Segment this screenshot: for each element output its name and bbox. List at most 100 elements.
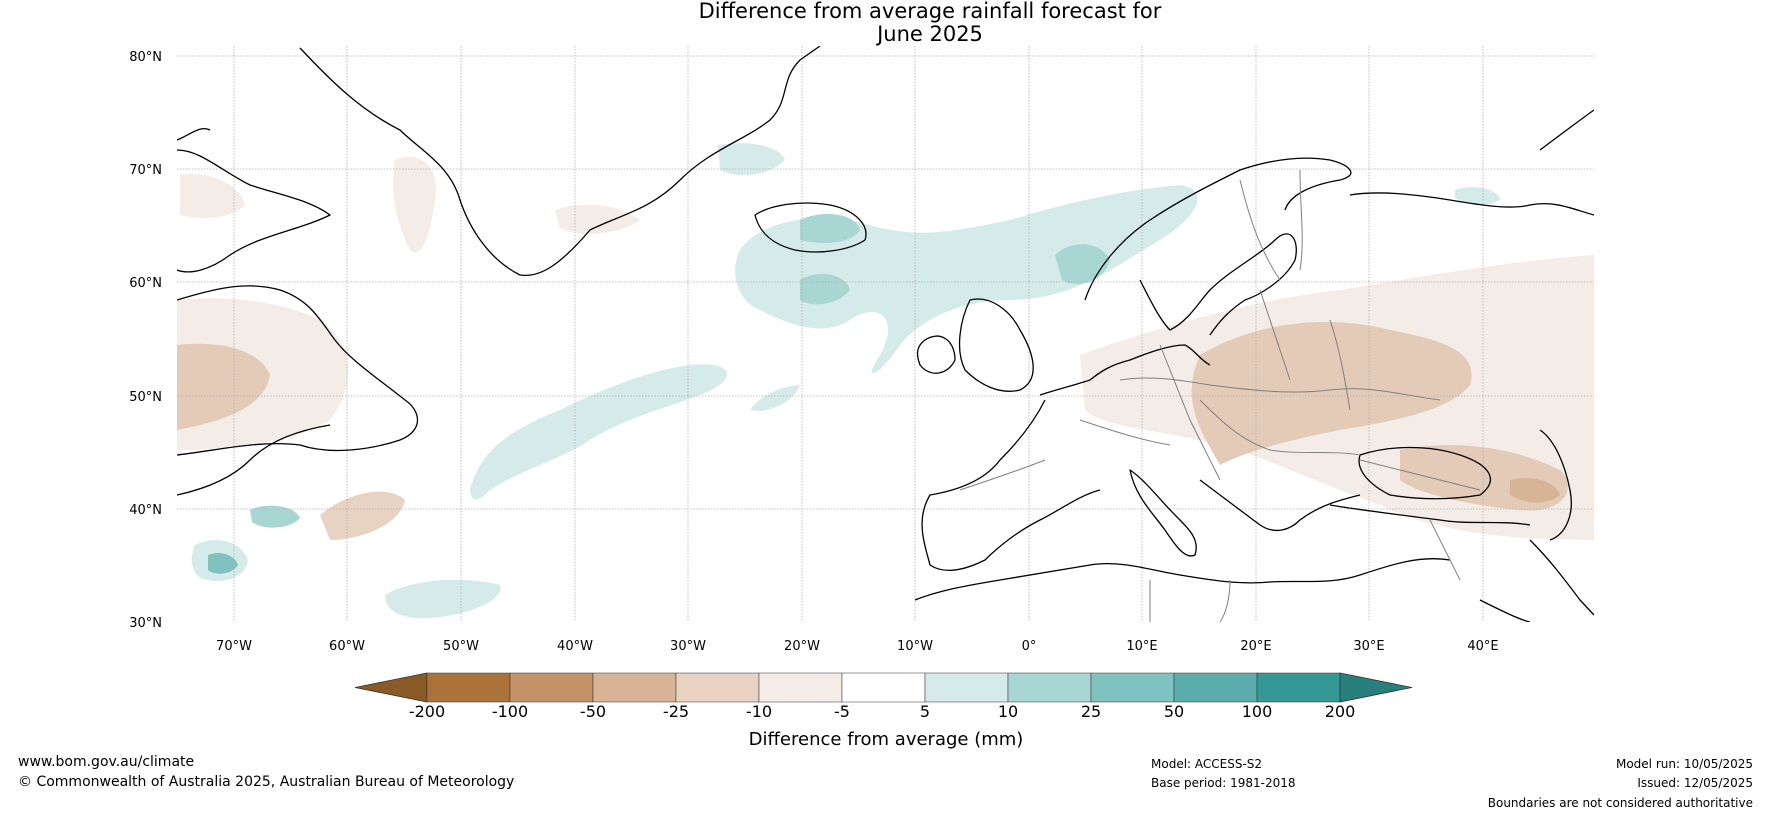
- colorbar-tick-label: 25: [1081, 702, 1101, 721]
- base-period-text: Base period: 1981-2018: [1151, 776, 1296, 790]
- balkans-coast: [1199, 479, 1361, 532]
- hudson-coast: [177, 128, 211, 141]
- lon-label: 0°: [1022, 639, 1037, 654]
- british-isles: [958, 298, 1034, 392]
- wet-area-svalbard-sea: [718, 143, 785, 176]
- greenland-coast: [299, 46, 821, 277]
- wet-area-subtropics-core: [208, 553, 238, 574]
- longitude-labels: 70°W 60°W 50°W 40°W 30°W 20°W 10°W 0° 10…: [216, 639, 1499, 654]
- colorbar-segment: [924, 672, 1009, 703]
- website-link[interactable]: www.bom.gov.au/climate: [18, 754, 195, 770]
- lon-label: 40°W: [557, 639, 593, 654]
- graticule: [177, 46, 1594, 622]
- colorbar-tick-label: -5: [834, 702, 850, 721]
- country-borders: [959, 169, 1481, 622]
- issued-text: Issued: 12/05/2025: [1637, 776, 1753, 790]
- lat-label: 30°N: [129, 616, 162, 631]
- dry-area-greenland: [555, 204, 640, 234]
- colorbar-tick-label: -100: [492, 702, 528, 721]
- dry-area-central-europe: [1191, 322, 1472, 465]
- dry-area-canada-core: [177, 343, 270, 430]
- novaya-zemlya: [1539, 109, 1594, 151]
- colorbar-tick-label: 100: [1242, 702, 1273, 721]
- lon-label: 10°W: [897, 639, 933, 654]
- red-sea: [1479, 599, 1531, 622]
- colorbar-segment: [758, 672, 843, 703]
- colorbar-tick-label: 10: [998, 702, 1018, 721]
- us-coast: [177, 424, 331, 496]
- italy-coast: [1129, 469, 1197, 557]
- wet-area-subtropics-2: [250, 505, 300, 528]
- western-europe-coast: [921, 344, 1211, 572]
- norway-coast: [1084, 157, 1352, 301]
- lat-label: 60°N: [129, 276, 162, 291]
- colorbar-segment: [1007, 672, 1092, 703]
- colorbar-tick-label: -10: [746, 702, 772, 721]
- dry-area-labrador-sea: [180, 174, 245, 218]
- turkey-coast: [1329, 504, 1531, 526]
- ireland: [916, 335, 956, 374]
- colorbar-tick-label: -25: [663, 702, 689, 721]
- copyright-text: © Commonwealth of Australia 2025, Austra…: [18, 774, 515, 790]
- lat-label: 40°N: [129, 503, 162, 518]
- caspian: [1539, 429, 1572, 541]
- lon-label: 50°W: [443, 639, 479, 654]
- lon-label: 30°E: [1353, 639, 1384, 654]
- colorbar-segment: [841, 672, 926, 703]
- wet-area-iceland: [800, 214, 860, 243]
- lon-label: 40°E: [1467, 639, 1498, 654]
- iceland-coast: [754, 202, 867, 253]
- wet-area-barents: [1455, 187, 1500, 205]
- colorbar: -200 -100 -50 -25 -10 -5 5 10 25 50 100 200: [354, 672, 1413, 721]
- lon-label: 10°E: [1126, 639, 1157, 654]
- colorbar-segment: [1173, 672, 1258, 703]
- dry-area-baffin: [393, 156, 436, 253]
- colorbar-extend-high: [1339, 672, 1413, 703]
- colorbar-segment: [592, 672, 677, 703]
- coastlines: [177, 46, 1594, 622]
- wet-area-norway: [1055, 244, 1110, 284]
- title-line-1: Difference from average rainfall forecas…: [698, 0, 1162, 23]
- north-africa-coast: [914, 558, 1451, 601]
- colorbar-segment: [509, 672, 594, 703]
- colorbar-segment: [1256, 672, 1341, 703]
- lon-label: 30°W: [670, 639, 706, 654]
- colorbar-tick-label: 50: [1164, 702, 1184, 721]
- latitude-labels: 80°N 70°N 60°N 50°N 40°N 30°N: [129, 50, 162, 631]
- model-text: Model: ACCESS-S2: [1151, 757, 1263, 771]
- lat-label: 70°N: [129, 163, 162, 178]
- wet-area-mid-atlantic: [470, 364, 728, 500]
- lon-label: 70°W: [216, 639, 252, 654]
- colorbar-label: Difference from average (mm): [749, 729, 1024, 750]
- colorbar-tick-label: -50: [580, 702, 606, 721]
- lon-label: 20°E: [1240, 639, 1271, 654]
- lon-label: 60°W: [329, 639, 365, 654]
- colorbar-segment: [426, 672, 511, 703]
- lat-label: 80°N: [129, 50, 162, 65]
- model-run-text: Model run: 10/05/2025: [1615, 757, 1753, 771]
- map-title: Difference from average rainfall forecas…: [600, 0, 1260, 46]
- colorbar-segment: [1090, 672, 1175, 703]
- scandinavia-baltic: [1139, 233, 1297, 336]
- black-sea: [1358, 446, 1492, 500]
- colorbar-tick-label: -200: [409, 702, 445, 721]
- disclaimer-text: Boundaries are not considered authoritat…: [1487, 796, 1753, 810]
- lon-label: 20°W: [784, 639, 820, 654]
- wet-area-small-atlantic: [750, 385, 800, 411]
- labrador-coast: [177, 285, 418, 456]
- dry-area-atlantic-south: [320, 491, 405, 540]
- colorbar-segment: [675, 672, 760, 703]
- baffin-coast: [177, 149, 331, 273]
- colorbar-tick-label: 5: [920, 702, 930, 721]
- kola-coast: [1349, 192, 1594, 216]
- colorbar-tick-label: 200: [1325, 702, 1356, 721]
- wet-area-west-iceland: [800, 274, 850, 305]
- lat-label: 50°N: [129, 390, 162, 405]
- arabia: [1529, 539, 1594, 616]
- dry-area-caucasus-core: [1510, 478, 1560, 503]
- rainfall-anomaly-shading: [177, 143, 1594, 619]
- title-line-2: June 2025: [877, 22, 983, 46]
- colorbar-extend-low: [354, 672, 428, 703]
- wet-area-subtropics-3: [385, 579, 501, 619]
